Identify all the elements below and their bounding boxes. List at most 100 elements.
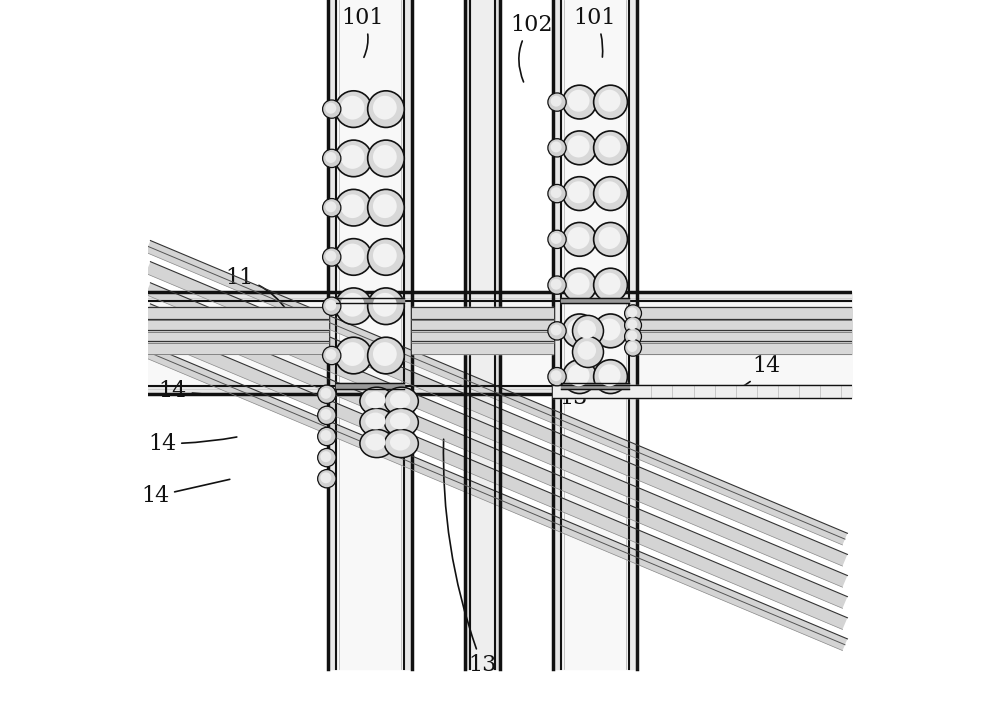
Ellipse shape (594, 222, 627, 256)
Ellipse shape (318, 448, 336, 467)
Ellipse shape (568, 318, 590, 341)
Text: 102: 102 (510, 13, 553, 82)
Ellipse shape (373, 293, 397, 317)
Ellipse shape (318, 385, 336, 403)
Text: 13: 13 (560, 355, 588, 409)
Ellipse shape (594, 314, 627, 348)
Ellipse shape (365, 391, 386, 408)
Ellipse shape (599, 318, 620, 341)
Ellipse shape (368, 337, 404, 374)
Text: 14: 14 (728, 355, 780, 394)
Ellipse shape (594, 177, 627, 210)
Text: 11: 11 (225, 267, 287, 311)
Ellipse shape (563, 177, 596, 210)
Ellipse shape (335, 91, 372, 127)
Ellipse shape (573, 337, 603, 367)
Ellipse shape (368, 140, 404, 177)
Ellipse shape (548, 184, 566, 203)
Ellipse shape (341, 244, 364, 268)
Text: 14: 14 (148, 432, 237, 455)
Ellipse shape (325, 300, 336, 311)
Ellipse shape (385, 387, 418, 415)
Ellipse shape (320, 451, 331, 462)
Ellipse shape (551, 96, 562, 107)
Ellipse shape (365, 434, 386, 451)
Ellipse shape (563, 85, 596, 119)
Ellipse shape (563, 268, 596, 302)
Ellipse shape (627, 320, 637, 329)
Ellipse shape (548, 230, 566, 249)
Ellipse shape (599, 181, 620, 203)
Ellipse shape (368, 91, 404, 127)
Ellipse shape (373, 194, 397, 218)
Ellipse shape (320, 409, 331, 420)
Ellipse shape (568, 135, 590, 158)
Ellipse shape (563, 360, 596, 394)
Ellipse shape (551, 370, 562, 381)
Ellipse shape (390, 434, 410, 451)
Text: 14: 14 (158, 379, 244, 402)
Ellipse shape (335, 189, 372, 226)
Ellipse shape (385, 429, 418, 458)
Ellipse shape (594, 268, 627, 302)
Ellipse shape (373, 145, 397, 169)
Ellipse shape (341, 194, 364, 218)
Ellipse shape (323, 149, 341, 168)
Ellipse shape (551, 279, 562, 290)
Ellipse shape (335, 140, 372, 177)
Ellipse shape (548, 276, 566, 294)
Ellipse shape (341, 96, 364, 120)
Ellipse shape (323, 346, 341, 365)
Ellipse shape (625, 317, 642, 334)
Ellipse shape (568, 364, 590, 386)
Text: 101: 101 (341, 6, 384, 57)
Ellipse shape (365, 413, 386, 429)
Ellipse shape (360, 408, 394, 436)
Ellipse shape (323, 297, 341, 315)
Ellipse shape (594, 85, 627, 119)
Ellipse shape (390, 391, 410, 408)
Ellipse shape (341, 145, 364, 169)
Ellipse shape (599, 364, 620, 386)
Ellipse shape (390, 413, 410, 429)
Ellipse shape (568, 181, 590, 203)
Ellipse shape (325, 201, 336, 213)
Ellipse shape (625, 305, 642, 322)
Ellipse shape (599, 227, 620, 249)
Ellipse shape (368, 239, 404, 275)
Ellipse shape (368, 189, 404, 226)
Ellipse shape (551, 187, 562, 199)
Text: 14: 14 (141, 479, 230, 508)
Ellipse shape (548, 322, 566, 340)
Ellipse shape (360, 387, 394, 415)
Polygon shape (146, 241, 847, 545)
Ellipse shape (318, 470, 336, 488)
Ellipse shape (323, 199, 341, 217)
Ellipse shape (577, 341, 596, 360)
Ellipse shape (341, 293, 364, 317)
Text: 101: 101 (574, 6, 616, 57)
Ellipse shape (627, 308, 637, 318)
Ellipse shape (594, 360, 627, 394)
Ellipse shape (568, 89, 590, 112)
Ellipse shape (573, 315, 603, 346)
Polygon shape (146, 283, 847, 587)
Text: 11: 11 (648, 324, 723, 356)
Ellipse shape (360, 429, 394, 458)
Ellipse shape (320, 388, 331, 398)
Ellipse shape (577, 320, 596, 339)
Ellipse shape (335, 239, 372, 275)
Ellipse shape (563, 314, 596, 348)
Ellipse shape (320, 472, 331, 483)
Ellipse shape (325, 251, 336, 261)
Ellipse shape (568, 227, 590, 249)
Ellipse shape (323, 100, 341, 118)
Ellipse shape (627, 342, 637, 352)
Polygon shape (146, 325, 847, 629)
Ellipse shape (563, 222, 596, 256)
Ellipse shape (325, 152, 336, 163)
Ellipse shape (548, 93, 566, 111)
Ellipse shape (335, 288, 372, 325)
Ellipse shape (373, 96, 397, 120)
Polygon shape (146, 262, 847, 566)
